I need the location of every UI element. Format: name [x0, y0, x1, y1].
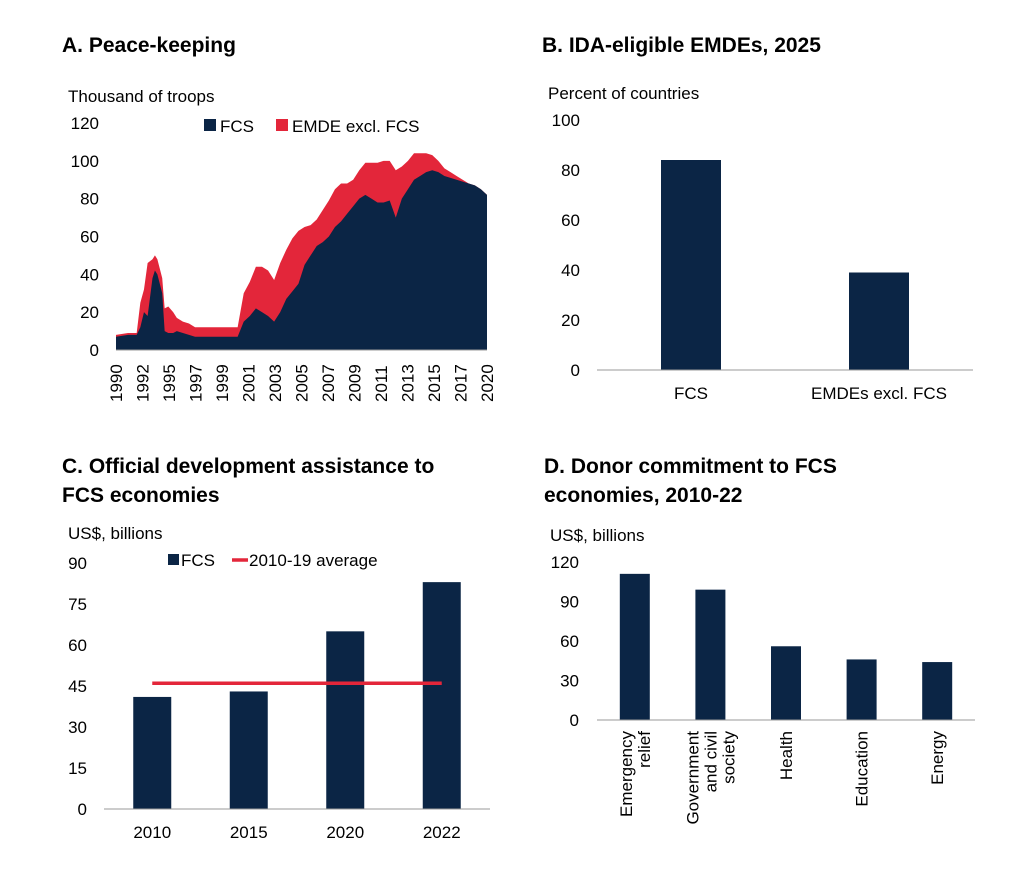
chart-d-donor-commitment: 0 30 60 90 120 Emergency relief Government and c…: [551, 553, 975, 825]
bar: [422, 582, 461, 809]
chart-b-ida-eligible: 0 20 40 60 80 100 FCS EMDEs excl. FCS: [552, 111, 973, 403]
chart-a-ytick-label: 20: [80, 303, 99, 322]
legend-label-emde-excl-fcs: EMDE excl. FCS: [292, 117, 420, 136]
chart-a-xtick-label: 2011: [372, 365, 391, 402]
panel-d-unit-label: US$, billions: [550, 526, 645, 545]
chart-d-xtick-label: Emergency: [617, 731, 636, 817]
chart-d-xtick-label: Energy: [928, 731, 947, 785]
panel-c-unit-label: US$, billions: [68, 524, 163, 543]
chart-a-ytick-label: 60: [80, 228, 99, 247]
panel-d-title-line2: economies, 2010-22: [544, 484, 743, 507]
chart-c-xtick-label: 2010: [133, 823, 171, 842]
chart-b-ytick-label: 0: [571, 361, 580, 380]
chart-d-xtick-label: society: [719, 731, 738, 784]
chart-d-ytick-label: 90: [560, 593, 579, 612]
chart-a-xtick-label: 2009: [346, 364, 365, 402]
chart-a-xtick-label: 1999: [213, 364, 232, 402]
chart-a-peacekeeping: 0 20 40 60 80 100 120 1990 1992 1995 1997 1999 2001 2…: [71, 114, 497, 402]
chart-b-ytick-label: 80: [561, 161, 580, 180]
bar: [326, 631, 365, 809]
chart-c-ytick-label: 0: [78, 800, 87, 819]
chart-d-ytick-label: 60: [560, 632, 579, 651]
chart-b-ytick-label: 20: [561, 311, 580, 330]
chart-a-xtick-label: 2013: [399, 364, 418, 402]
panel-b-unit-label: Percent of countries: [548, 84, 700, 103]
panel-a-unit-label: Thousand of troops: [68, 87, 215, 106]
bar: [846, 659, 877, 720]
bar: [619, 573, 650, 720]
chart-d-ytick-label: 0: [570, 711, 579, 730]
chart-d-ytick-label: 30: [560, 672, 579, 691]
chart-c-xtick-label: 2015: [230, 823, 268, 842]
bar: [661, 160, 721, 370]
chart-a-ytick-label: 40: [80, 265, 99, 284]
chart-c-ytick-label: 60: [68, 636, 87, 655]
chart-b-xtick-label: FCS: [674, 384, 708, 403]
chart-b-ytick-label: 40: [561, 261, 580, 280]
legend-swatch-fcs: [168, 554, 179, 565]
legend-label-fcs: FCS: [220, 117, 254, 136]
chart-d-xtick-label: Government: [683, 731, 702, 825]
bar: [133, 696, 172, 809]
chart-d-xtick-label: Health: [777, 731, 796, 780]
panel-c-title-line1: C. Official development assistance to: [62, 455, 435, 478]
legend-label-average: 2010-19 average: [249, 551, 378, 570]
panel-d-title-line1: D. Donor commitment to FCS: [544, 455, 837, 478]
chart-a-xtick-label: 2007: [319, 364, 338, 402]
bar: [695, 589, 726, 720]
chart-b-ytick-label: 100: [552, 111, 580, 130]
chart-a-ytick-label: 80: [80, 190, 99, 209]
chart-a-ytick-label: 120: [71, 114, 99, 133]
chart-a-xtick-label: 1995: [160, 364, 179, 402]
panel-a-title: A. Peace-keeping: [62, 34, 236, 57]
chart-a-xtick-label: 2020: [478, 364, 497, 402]
legend-swatch-emde-excl-fcs: [276, 119, 288, 131]
chart-c-ytick-label: 45: [68, 677, 87, 696]
chart-a-xtick-label: 2003: [266, 364, 285, 402]
panel-d-title: D. Donor commitment to FCS economies, 20…: [544, 452, 837, 510]
bar: [771, 646, 801, 720]
chart-c-ytick-label: 30: [68, 718, 87, 737]
chart-a-xtick-label: 2015: [425, 364, 444, 402]
chart-a-xtick-label: 2001: [240, 364, 259, 402]
chart-a-xtick-label: 1992: [134, 364, 153, 402]
chart-a-xtick-label: 2005: [293, 364, 312, 402]
area-fcs: [116, 170, 487, 350]
chart-c-oda: 0 15 30 45 60 75 90 2010 2015 2020 2022 FCS 2010-19 …: [68, 551, 490, 842]
chart-a-xtick-label: 1990: [107, 364, 126, 402]
chart-a-xtick-label: 1997: [187, 364, 206, 402]
chart-d-ytick-label: 120: [551, 553, 579, 572]
chart-d-xtick-label: and civil: [701, 731, 720, 792]
bar: [922, 662, 953, 720]
chart-a-ytick-label: 100: [71, 152, 99, 171]
chart-c-xtick-label: 2020: [326, 823, 364, 842]
panel-c-title-line2: FCS economies: [62, 484, 220, 507]
chart-d-xtick-label: Education: [853, 731, 872, 807]
chart-d-xtick-label: relief: [635, 731, 654, 768]
chart-b-xtick-label: EMDEs excl. FCS: [811, 384, 947, 403]
chart-a-ytick-label: 0: [90, 341, 99, 360]
bar: [849, 272, 909, 370]
panel-b-title: B. IDA-eligible EMDEs, 2025: [542, 34, 821, 57]
chart-c-ytick-label: 90: [68, 554, 87, 573]
chart-c-ytick-label: 15: [68, 759, 87, 778]
chart-a-xtick-label: 2017: [452, 364, 471, 402]
panel-c-title: C. Official development assistance to FC…: [62, 452, 434, 510]
chart-b-ytick-label: 60: [561, 211, 580, 230]
legend-swatch-fcs: [204, 119, 216, 131]
legend-label-fcs: FCS: [181, 551, 215, 570]
chart-c-ytick-label: 75: [68, 595, 87, 614]
bar: [229, 691, 268, 809]
chart-c-xtick-label: 2022: [423, 823, 461, 842]
